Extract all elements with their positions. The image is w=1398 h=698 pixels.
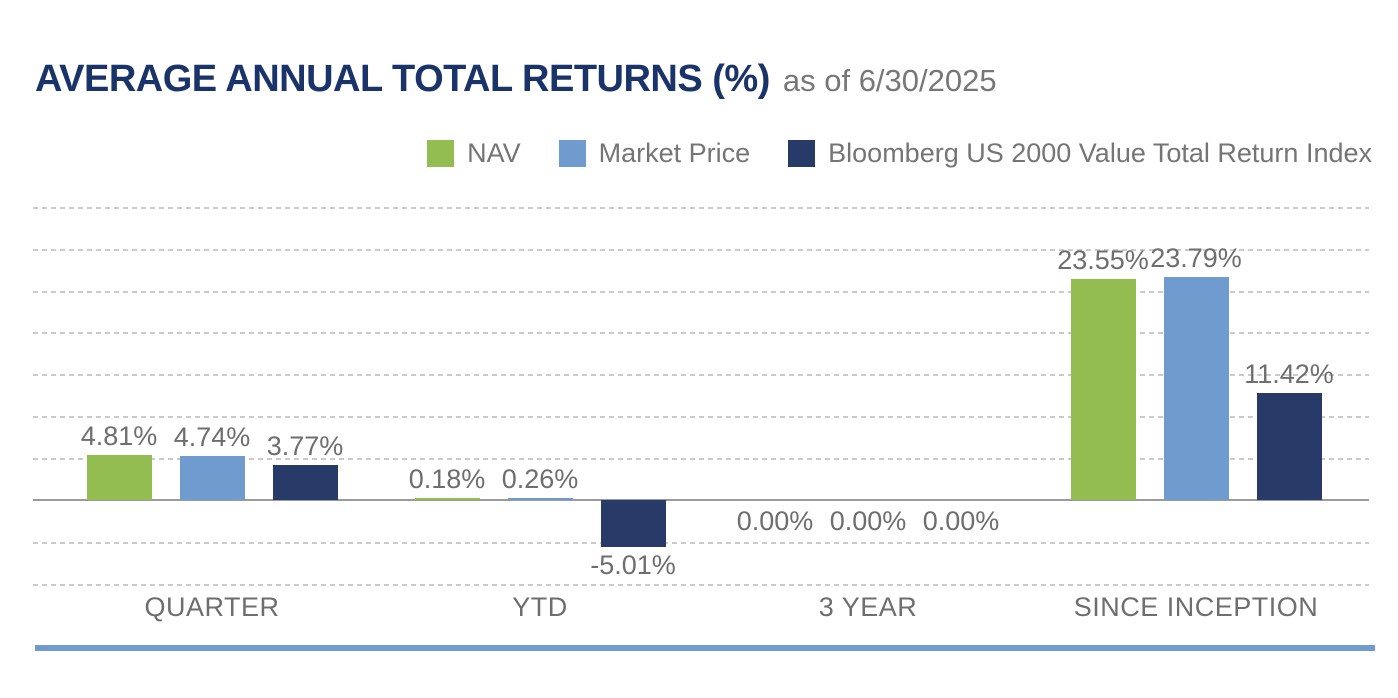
value-label: 0.26%: [501, 464, 579, 494]
gridline: [33, 374, 1369, 376]
legend-item-1: Market Price: [558, 138, 751, 169]
legend-swatch-icon: [558, 140, 586, 167]
value-label: 4.74%: [173, 422, 251, 452]
chart-legend: NAV Market Price Bloomberg US 2000 Value T…: [427, 138, 1372, 169]
value-label: 0.00%: [736, 506, 814, 536]
gridline: [33, 332, 1369, 334]
value-label: 0.00%: [922, 506, 1000, 536]
legend-label: Market Price: [598, 138, 751, 168]
chart-header: AVERAGE ANNUAL TOTAL RETURNS (%) as of 6…: [35, 58, 997, 101]
chart-title: AVERAGE ANNUAL TOTAL RETURNS (%): [35, 58, 770, 100]
category-label-since-inception: SINCE INCEPTION: [1073, 592, 1319, 622]
value-label: 23.79%: [1150, 243, 1242, 273]
gridline: [33, 458, 1369, 460]
gridline: [33, 416, 1369, 418]
value-label: -5.01%: [590, 550, 676, 580]
legend-swatch-icon: [427, 140, 455, 167]
bar-quarter-series-2: [273, 465, 338, 500]
value-label: 4.81%: [80, 421, 158, 451]
category-label-quarter: QUARTER: [144, 592, 280, 622]
bar-quarter-series-0: [87, 455, 152, 500]
bar-since-inception-series-2: [1257, 393, 1322, 500]
legend-swatch-icon: [788, 140, 816, 167]
value-label: 0.18%: [408, 464, 486, 494]
bar-since-inception-series-0: [1071, 279, 1136, 500]
gridline: [33, 542, 1369, 544]
legend-label: NAV: [467, 138, 521, 168]
gridline: [33, 291, 1369, 293]
value-label: 11.42%: [1244, 359, 1334, 389]
bar-ytd-series-2: [601, 500, 666, 547]
value-label: 23.55%: [1057, 245, 1149, 275]
category-label-3-year: 3 YEAR: [818, 592, 918, 622]
gridline: [33, 249, 1369, 251]
bottom-accent-bar: [35, 645, 1375, 651]
legend-item-2: Bloomberg US 2000 Value Total Return Ind…: [788, 138, 1372, 169]
chart-subtitle: as of 6/30/2025: [782, 63, 997, 98]
legend-label: Bloomberg US 2000 Value Total Return Ind…: [828, 138, 1372, 168]
bar-ytd-series-0: [415, 498, 480, 500]
legend-item-0: NAV: [427, 138, 521, 169]
bar-since-inception-series-1: [1164, 277, 1229, 500]
bar-ytd-series-1: [508, 498, 573, 500]
value-label: 3.77%: [266, 431, 344, 461]
gridline: [33, 584, 1369, 586]
value-label: 0.00%: [829, 506, 907, 536]
x-axis-zero-line: [33, 499, 1369, 501]
gridline: [33, 207, 1369, 209]
bar-quarter-series-1: [180, 456, 245, 500]
category-label-ytd: YTD: [512, 592, 568, 622]
